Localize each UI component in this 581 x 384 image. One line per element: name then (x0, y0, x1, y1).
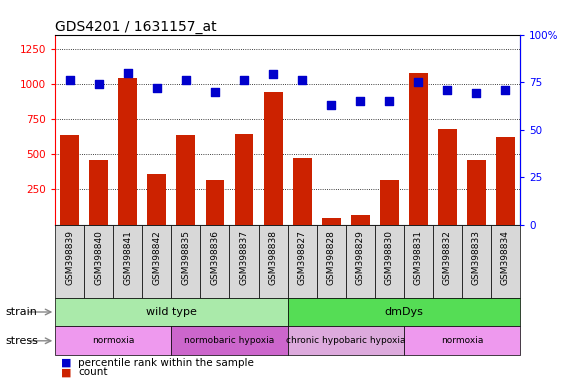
Bar (322, 218, 340, 225)
Bar (491, 225, 520, 298)
Point (385, 98, 394, 104)
Bar (200, 225, 229, 298)
Point (443, 87, 452, 93)
Bar (148, 174, 166, 225)
Text: dmDys: dmDys (385, 307, 423, 317)
Bar (55, 225, 84, 298)
Point (472, 90, 481, 96)
Text: GSM398834: GSM398834 (501, 230, 510, 285)
Bar (84, 225, 113, 298)
Bar (404, 326, 520, 355)
Point (501, 87, 510, 93)
Bar (288, 225, 317, 298)
Bar (171, 225, 200, 298)
Bar (404, 225, 433, 298)
Text: GSM398831: GSM398831 (414, 230, 423, 285)
Text: GDS4201 / 1631157_at: GDS4201 / 1631157_at (55, 20, 217, 33)
Bar (229, 225, 259, 298)
Point (181, 77, 191, 83)
Bar (351, 215, 370, 225)
Text: percentile rank within the sample: percentile rank within the sample (78, 358, 254, 368)
Text: stress: stress (6, 336, 39, 346)
Bar (55, 326, 171, 355)
Text: GSM398827: GSM398827 (297, 230, 307, 285)
Bar (89, 160, 108, 225)
Text: count: count (78, 367, 108, 377)
Point (210, 89, 220, 95)
Point (297, 77, 307, 83)
Text: normobaric hypoxia: normobaric hypoxia (184, 336, 275, 345)
Bar (113, 225, 142, 298)
Bar (293, 159, 311, 225)
Text: GSM398839: GSM398839 (65, 230, 74, 285)
Text: GSM398837: GSM398837 (239, 230, 249, 285)
Point (414, 79, 423, 85)
Bar (142, 225, 171, 298)
Bar (380, 180, 399, 225)
Bar (55, 298, 288, 326)
Text: ■: ■ (61, 358, 71, 368)
Bar (496, 137, 515, 225)
Bar (409, 73, 428, 225)
Bar (119, 78, 137, 225)
Text: GSM398833: GSM398833 (472, 230, 481, 285)
Bar (171, 326, 288, 355)
Text: ■: ■ (61, 367, 71, 377)
Bar (462, 225, 491, 298)
Bar (235, 134, 253, 225)
Text: GSM398836: GSM398836 (210, 230, 220, 285)
Bar (60, 134, 79, 225)
Bar (288, 298, 520, 326)
Bar (346, 225, 375, 298)
Text: GSM398832: GSM398832 (443, 230, 452, 285)
Text: GSM398828: GSM398828 (327, 230, 336, 285)
Point (65, 77, 74, 83)
Text: chronic hypobaric hypoxia: chronic hypobaric hypoxia (286, 336, 406, 345)
Point (152, 85, 162, 91)
Text: GSM398835: GSM398835 (181, 230, 191, 285)
Bar (433, 225, 462, 298)
Text: strain: strain (6, 307, 38, 317)
Text: GSM398830: GSM398830 (385, 230, 394, 285)
Point (239, 77, 249, 83)
Text: GSM398838: GSM398838 (268, 230, 278, 285)
Bar (317, 225, 346, 298)
Text: GSM398841: GSM398841 (123, 230, 132, 285)
Point (356, 98, 365, 104)
Point (94, 81, 103, 87)
Text: wild type: wild type (146, 307, 197, 317)
Bar (467, 160, 486, 225)
Bar (375, 225, 404, 298)
Text: normoxia: normoxia (92, 336, 134, 345)
Text: normoxia: normoxia (441, 336, 483, 345)
Point (123, 70, 132, 76)
Bar (288, 326, 404, 355)
Bar (206, 180, 224, 225)
Bar (177, 134, 195, 225)
Bar (438, 129, 457, 225)
Bar (259, 225, 288, 298)
Point (268, 71, 278, 78)
Point (327, 102, 336, 108)
Text: GSM398840: GSM398840 (94, 230, 103, 285)
Text: GSM398842: GSM398842 (152, 230, 162, 285)
Bar (264, 92, 282, 225)
Text: GSM398829: GSM398829 (356, 230, 365, 285)
